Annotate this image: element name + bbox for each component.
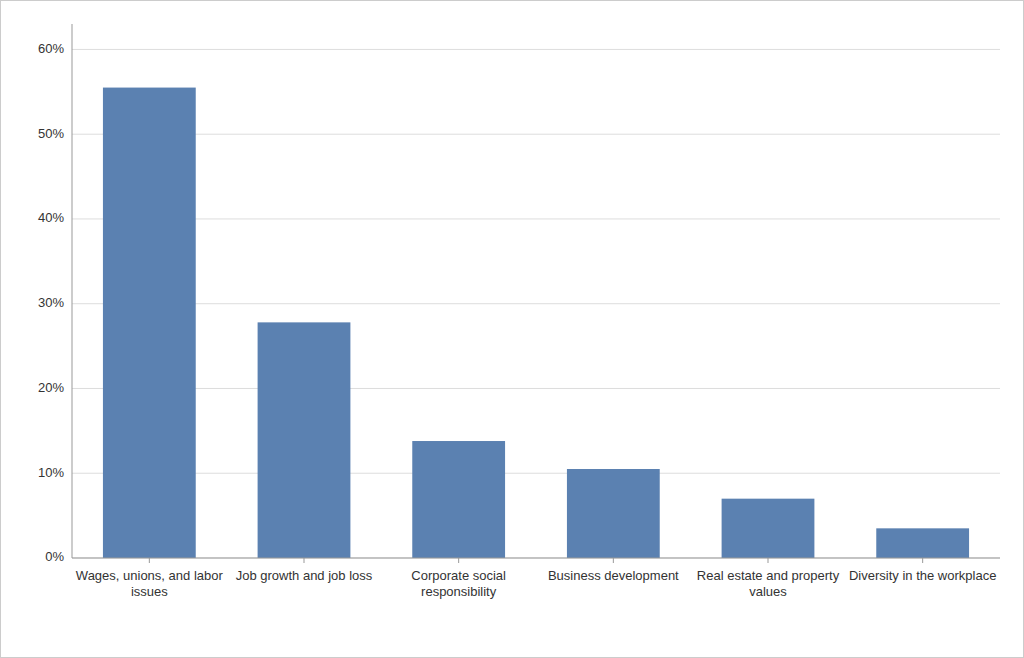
x-tick-label: Corporate socialresponsibility [411,568,506,599]
y-ticks: 0% 10% 20% 30% 40% 50% 60% [38,41,64,565]
grid-line [72,134,1000,135]
x-tick [613,558,614,563]
x-tick [768,558,769,563]
axes [72,24,1000,558]
bar [722,499,815,558]
x-axis-line [72,558,1000,559]
chart-border [1,1,1024,658]
grid-line [72,473,1000,474]
bar [258,322,351,558]
chart-svg: 0% 10% 20% 30% 40% 50% 60% Wages, unions, and l… [0,0,1024,658]
bar [412,441,505,558]
bar [567,469,660,558]
y-tick-label: 20% [38,380,64,395]
x-tick [922,558,923,563]
y-tick-label: 0% [45,549,64,564]
x-tick-label: Real estate and propertyvalues [697,568,840,599]
y-tick-label: 40% [38,210,64,225]
grid-line [72,49,1000,50]
grid-line [72,303,1000,304]
y-tick-label: 50% [38,126,64,141]
y-axis-line [72,24,73,558]
x-tick [149,558,150,563]
y-tick-label: 30% [38,295,64,310]
grid-line [72,388,1000,389]
x-tick-label: Business development [548,568,679,583]
chart-container: 0% 10% 20% 30% 40% 50% 60% Wages, unions, and l… [0,0,1024,658]
bars [103,88,969,558]
bar [876,528,969,558]
x-tick [458,558,459,563]
x-tick-label: Wages, unions, and laborissues [76,568,224,599]
grid-line [72,218,1000,219]
x-tick [304,558,305,563]
grid-line [72,558,1000,559]
bar [103,88,196,558]
y-tick-label: 10% [38,465,64,480]
x-ticks: Wages, unions, and laborissues Job growth… [76,558,997,599]
grid [72,49,1000,558]
x-tick-label: Job growth and job loss [236,568,373,583]
x-tick-label: Diversity in the workplace [849,568,996,583]
y-tick-label: 60% [38,41,64,56]
